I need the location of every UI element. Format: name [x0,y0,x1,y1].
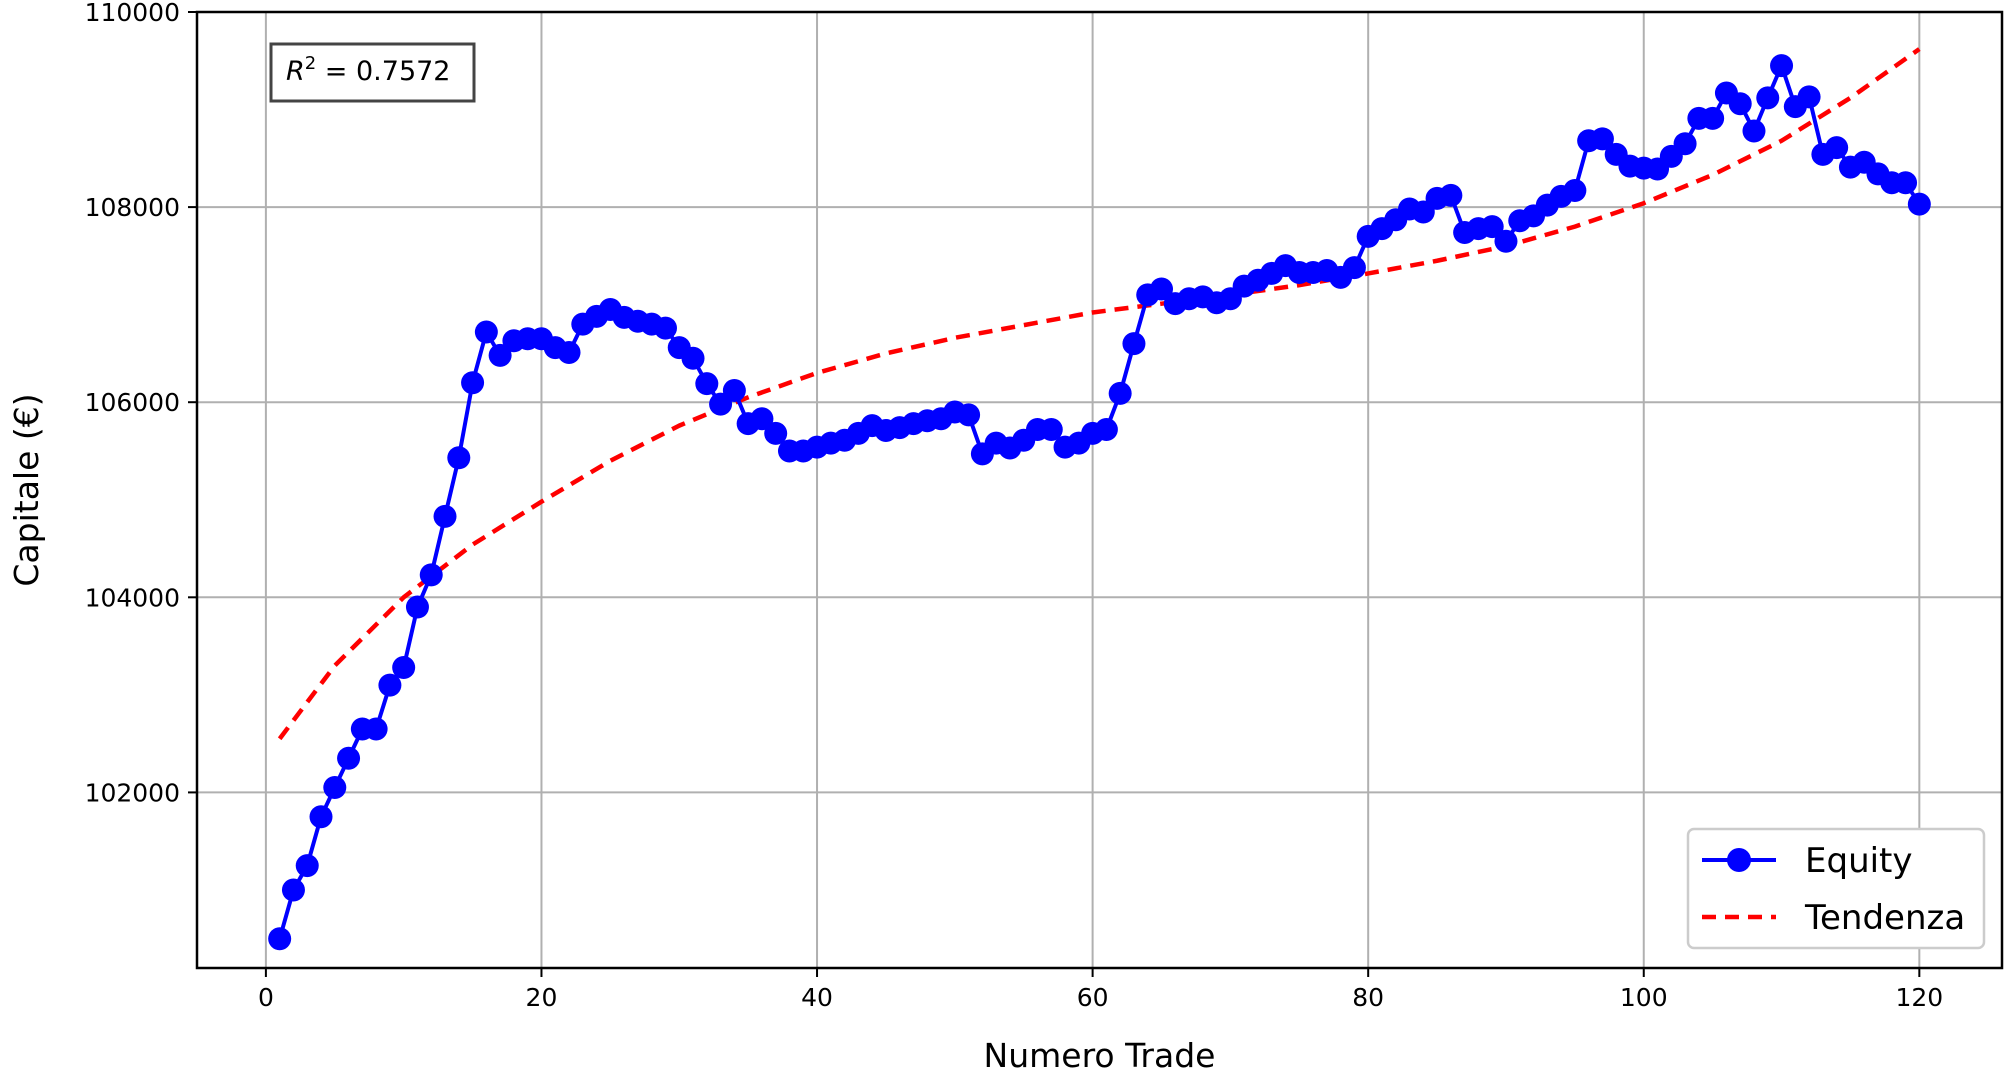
equity-point [1122,332,1146,356]
equity-point [1590,127,1614,151]
equity-point [764,421,788,445]
equity-point [722,378,746,402]
x-tick-label: 20 [526,983,558,1012]
equity-point [1907,192,1931,216]
equity-point [681,346,705,370]
legend-equity-label: Equity [1805,841,1913,881]
equity-point [1756,86,1780,110]
equity-point [1673,132,1697,156]
equity-point [474,320,498,344]
equity-point [1563,179,1587,203]
y-axis-label: Capitale (€) [7,393,46,586]
y-tick-label: 106000 [85,388,180,417]
equity-point [268,927,292,951]
x-tick-label: 80 [1352,983,1384,1012]
equity-point [1094,418,1118,442]
equity-point [323,776,347,800]
equity-point [1108,381,1132,405]
equity-point [378,673,402,697]
equity-point [405,595,429,619]
x-tick-label: 40 [801,983,833,1012]
equity-point [957,403,981,427]
annotation-variable: R [286,56,305,87]
equity-point [653,316,677,340]
x-tick-label: 0 [258,983,274,1012]
x-tick-labels: 0 20 40 60 80 100 120 [258,983,1943,1012]
plot-frame [195,10,2004,970]
equity-point [447,446,471,470]
equity-point [1494,229,1518,253]
equity-point [1797,85,1821,109]
equity-point [1039,418,1063,442]
equity-point [392,656,416,680]
equity-point [750,407,774,431]
equity-point [364,717,388,741]
legend-trend-label: Tendenza [1804,898,1965,938]
equity-point [337,746,361,770]
annotation-text: R2 = 0.7572 [286,53,450,87]
legend: Equity Tendenza [1686,827,1986,950]
equity-point [1742,119,1766,143]
annotation-box [269,42,476,103]
series-layer [268,47,1931,951]
x-axis-label: Numero Trade [984,1036,1216,1072]
equity-point [488,343,512,367]
grid-lines [197,11,2002,968]
equity-point [1150,277,1174,301]
x-tick-label: 60 [1077,983,1109,1012]
x-tick-label: 120 [1895,983,1943,1012]
y-tick-label: 102000 [85,778,180,807]
equity-point [461,371,485,395]
equity-point [1480,215,1504,239]
y-tick-label: 108000 [85,193,180,222]
equity-point [695,372,719,396]
equity-point [1439,183,1463,207]
equity-point [419,563,443,587]
equity-point [1701,106,1725,130]
r-squared-annotation: R2 = 0.7572 [269,42,476,103]
equity-point [295,854,319,878]
legend-equity-marker [1727,848,1751,872]
equity-point [1342,256,1366,280]
tick-marks [188,11,1921,977]
y-tick-labels: 102000 104000 106000 108000 110000 [85,0,180,807]
x-tick-label: 100 [1620,983,1668,1012]
equity-point [1894,171,1918,195]
equity-point [557,340,581,364]
trend-line [277,47,1921,741]
y-tick-label: 104000 [85,583,180,612]
equity-point [1825,136,1849,160]
y-tick-label: 110000 [85,0,180,27]
equity-point [1728,92,1752,116]
equity-point [433,504,457,528]
annotation-exponent: 2 [305,53,316,74]
equity-point [1770,54,1794,78]
equity-point [309,805,333,829]
annotation-value: = 0.7572 [316,56,450,87]
equity-point [281,878,305,902]
